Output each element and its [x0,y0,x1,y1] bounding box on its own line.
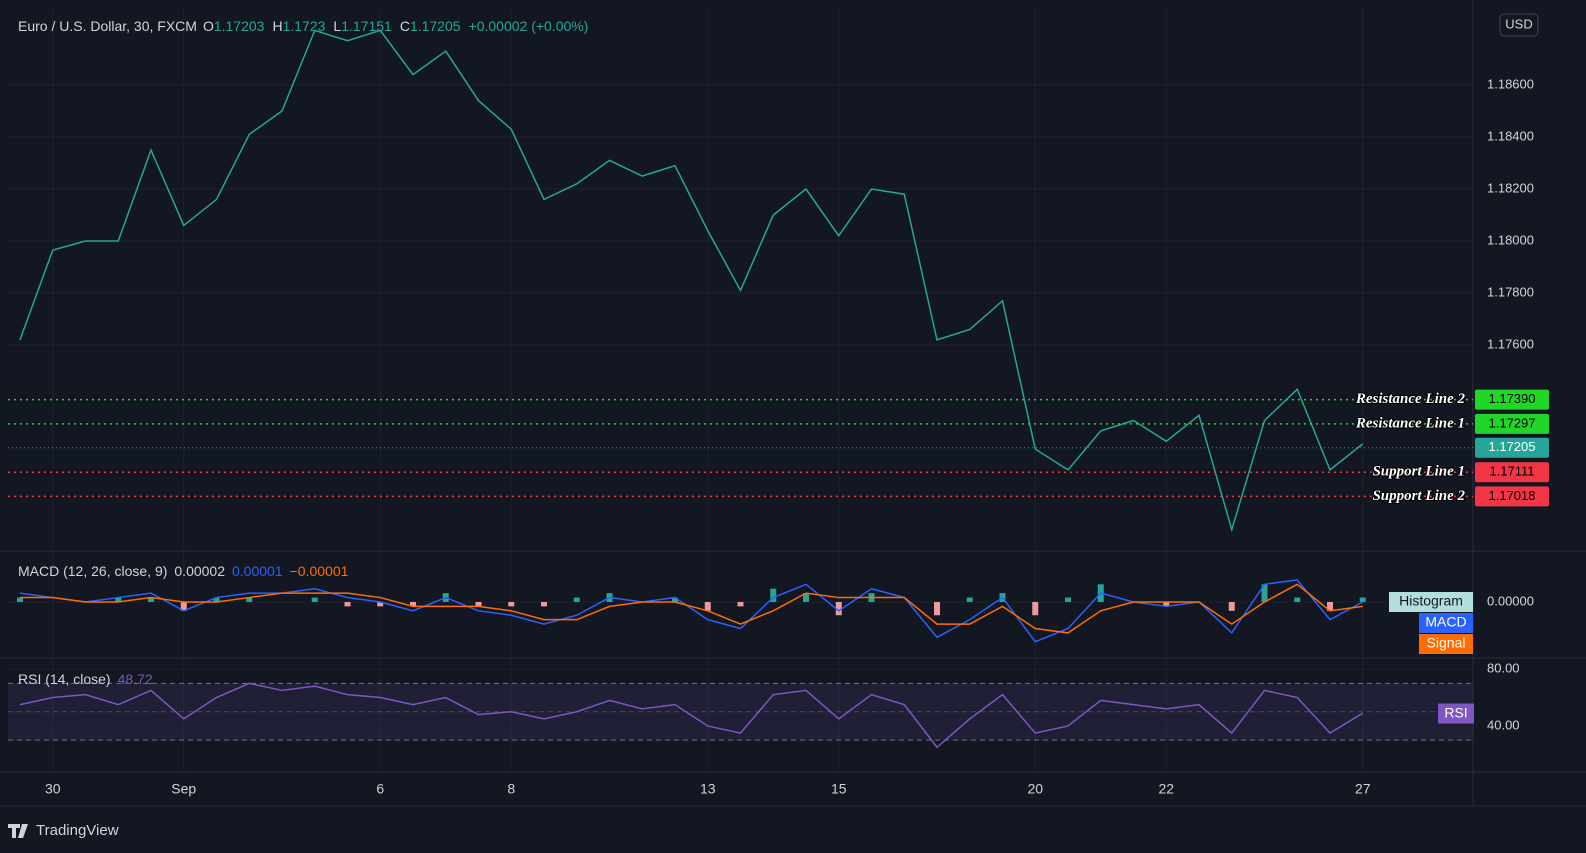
level-label: 1.17297 [1489,415,1536,430]
y-tick-label: 1.18200 [1487,180,1534,195]
histogram-bar [1261,584,1268,602]
ohlc-value: 1.17151 [341,18,392,34]
y-tick-label: 1.18000 [1487,232,1534,247]
histogram-bar [180,601,187,611]
histogram-bar [1228,601,1235,611]
histogram-bar [213,597,220,602]
indicator-value: −0.00001 [290,563,349,579]
indicator-header: RSI (14, close) 48.72 [18,671,153,687]
ohlc-key: C [400,18,410,34]
histogram-bar [573,597,580,602]
level-label: 1.17111 [1489,464,1534,479]
histogram-bar [475,601,482,607]
histogram-bar [1327,601,1333,611]
currency-box [1499,13,1539,37]
x-tick-label: 6 [376,781,384,797]
level-box [1475,389,1549,410]
histogram-bar [934,601,940,616]
y-tick-label: 40.00 [1487,717,1520,732]
histogram-bar [1163,601,1170,607]
histogram-bar [246,597,253,602]
currency: USD [1505,16,1532,31]
last-price-box [1475,437,1549,458]
indicator-value: 0.00002 [174,563,225,579]
histogram-bar [835,601,842,616]
histogram-bar [115,597,122,602]
indicator-value: 0.00001 [232,563,283,579]
level-label: 1.17390 [1489,391,1536,406]
indicator-header: MACD (12, 26, close, 9) 0.00002 0.00001 −0.… [18,563,349,579]
legend-label: MACD [1425,614,1466,630]
legend-box [1389,592,1473,612]
x-tick-label: 15 [831,781,847,797]
y-tick-label: 1.18400 [1487,128,1534,143]
footer-brand: TradingView [36,822,119,839]
histogram-bar [1032,601,1039,616]
legend-box [1419,613,1473,633]
histogram-bar [1294,597,1301,602]
histogram-bar [672,597,678,602]
ohlc-key: O [203,18,214,34]
histogram-bar [311,597,318,602]
histogram-bar [541,601,547,607]
histogram-bar [1359,597,1366,602]
logo [8,824,28,838]
ohlc-value: 1.17203 [214,18,265,34]
histogram-bar [148,597,154,602]
legend-label: RSI [1444,704,1467,720]
histogram-bar [1065,597,1071,602]
histogram-bar [344,601,351,607]
x-tick-label: 22 [1158,781,1174,797]
series-line [19,29,1364,533]
y-tick-label: 1.18600 [1487,76,1534,91]
x-tick-label: 30 [45,781,61,797]
indicator-value: 48.72 [118,671,153,687]
x-tick-label: 8 [507,781,515,797]
x-tick-label: 27 [1355,781,1371,797]
ohlc-value: 1.1723 [283,18,326,34]
level-box [1475,462,1549,483]
chart-title: Euro / U.S. Dollar, 30, FXCM [18,18,197,34]
level-label: 1.17018 [1489,488,1536,503]
histogram-bar [770,588,777,602]
y-tick-label: 80.00 [1487,661,1520,676]
histogram-bar [704,601,711,611]
histogram-bar [17,597,23,602]
histogram-bar [377,601,384,607]
legend-box [1438,703,1474,724]
level-box [1475,486,1549,507]
indicator-title: RSI (14, close) [18,671,111,687]
change: +0.00002 (+0.00%) [469,18,589,34]
level-name: Support Line 2 [1372,488,1465,504]
level-name: Support Line 1 [1372,464,1465,480]
legend-box [1419,634,1473,654]
indicator-title: MACD (12, 26, close, 9) [18,563,167,579]
level-name: Resistance Line 2 [1355,391,1466,407]
chart-header: Euro / U.S. Dollar, 30, FXCM O1.17203 H1.1… [18,18,588,34]
series-line [19,682,1364,749]
level-name: Resistance Line 1 [1355,415,1465,431]
histogram-bar [803,593,809,602]
x-tick-label: Sep [171,781,196,797]
y-tick-label: 1.17600 [1487,336,1534,351]
legend-label: Histogram [1399,593,1463,609]
y-tick-label: 1.17800 [1487,284,1534,299]
histogram-bar [410,601,416,607]
x-tick-label: 20 [1027,781,1043,797]
y-tick-label: 0.00000 [1487,593,1534,608]
ohlc-key: H [272,18,282,34]
histogram-bar [737,601,744,607]
series-line [20,583,1363,634]
histogram-bar [966,597,973,602]
ohlc-key: L [333,18,341,34]
last-price-label: 1.17205 [1489,439,1536,454]
legend-label: Signal [1427,635,1466,651]
histogram-bar [508,601,515,607]
ohlc-value: 1.17205 [410,18,461,34]
level-box [1475,413,1549,434]
x-tick-label: 13 [700,781,716,797]
